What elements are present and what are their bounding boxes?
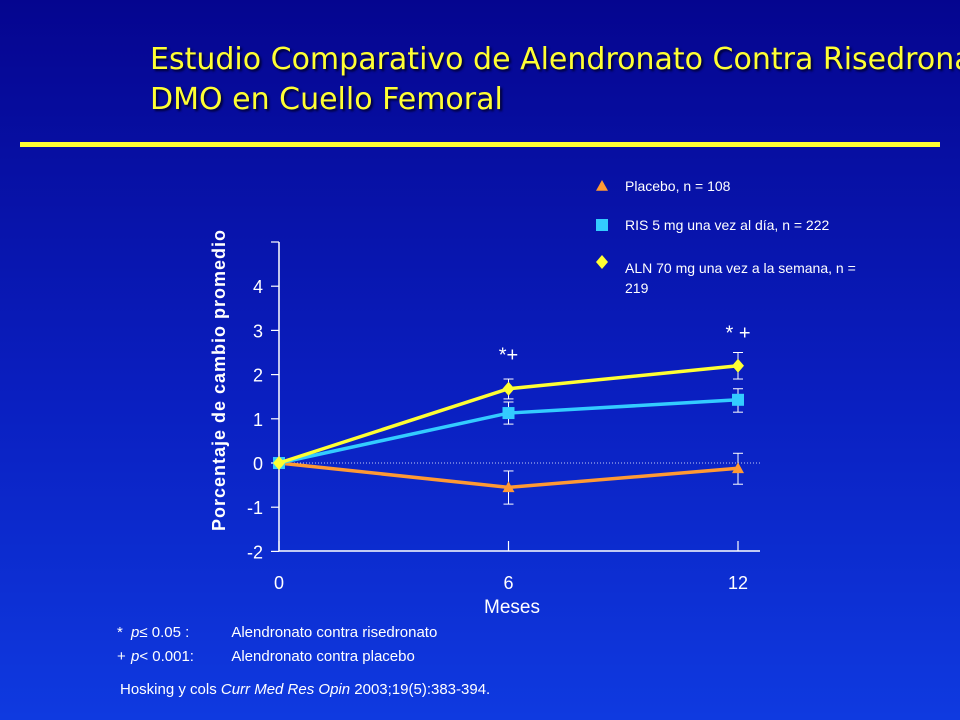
footnote-plus: + <box>117 648 126 665</box>
x-tick-label: 0 <box>274 573 284 593</box>
significance-annotation: * + <box>725 323 750 345</box>
footnote-condition: ≤ 0.05 : <box>139 624 190 641</box>
y-tick-label: 4 <box>253 277 263 297</box>
footnote-p005: * p ≤ 0.05 : Alendronato contra risedronat… <box>117 624 437 641</box>
footnote-p-variable: p <box>131 648 140 665</box>
data-point-diamond <box>502 381 515 396</box>
legend-marker-diamond <box>596 255 608 269</box>
data-point-square <box>502 407 515 420</box>
y-tick-label: -1 <box>247 498 263 518</box>
data-point-triangle <box>502 481 515 493</box>
slide-title-line2: DMO en Cuello Femoral <box>150 82 503 117</box>
footnote-asterisk: * <box>117 624 123 641</box>
legend-label: RIS 5 mg una vez al día, n = 222 <box>625 217 830 233</box>
legend-label: 219 <box>625 280 649 296</box>
y-axis-label: Porcentaje de cambio promedio <box>209 229 229 531</box>
data-point-diamond <box>732 358 744 373</box>
legend-label: ALN 70 mg una vez a la semana, n = <box>625 260 856 276</box>
legend-marker-triangle <box>596 180 608 191</box>
footnote-p0001: + p < 0.001: Alendronato contra placebo <box>117 648 415 665</box>
y-tick-label: 2 <box>253 366 263 386</box>
title-divider <box>20 142 940 147</box>
data-point-square <box>732 393 744 406</box>
x-tick-label: 6 <box>503 573 513 593</box>
citation: Hosking y cols Curr Med Res Opin 2003;19… <box>120 681 490 698</box>
citation-ref: 2003;19(5):383-394. <box>350 681 491 698</box>
footnote-text: Alendronato contra risedronato <box>231 624 438 641</box>
significance-annotation: *+ <box>499 345 518 367</box>
slide-title: Estudio Comparativo de Alendronato Contr… <box>150 40 960 120</box>
legend-marker-square <box>596 219 608 231</box>
slide-title-line1: Estudio Comparativo de Alendronato Contr… <box>150 42 960 77</box>
x-axis-label: Meses <box>484 597 540 618</box>
footnote-text: Alendronato contra placebo <box>231 648 415 665</box>
data-point-diamond <box>273 456 285 470</box>
footnote-condition: < 0.001: <box>139 648 194 665</box>
y-tick-label: 1 <box>253 410 263 430</box>
x-tick-label: 12 <box>728 573 748 593</box>
footnote-p-variable: p <box>131 624 140 641</box>
data-point-triangle <box>732 462 744 474</box>
y-tick-label: 3 <box>253 321 263 341</box>
citation-authors: Hosking y cols <box>120 681 221 698</box>
y-tick-label: 0 <box>253 454 263 474</box>
legend-label: Placebo, n = 108 <box>625 178 731 194</box>
citation-journal: Curr Med Res Opin <box>220 681 351 698</box>
y-tick-label: -2 <box>247 542 263 562</box>
